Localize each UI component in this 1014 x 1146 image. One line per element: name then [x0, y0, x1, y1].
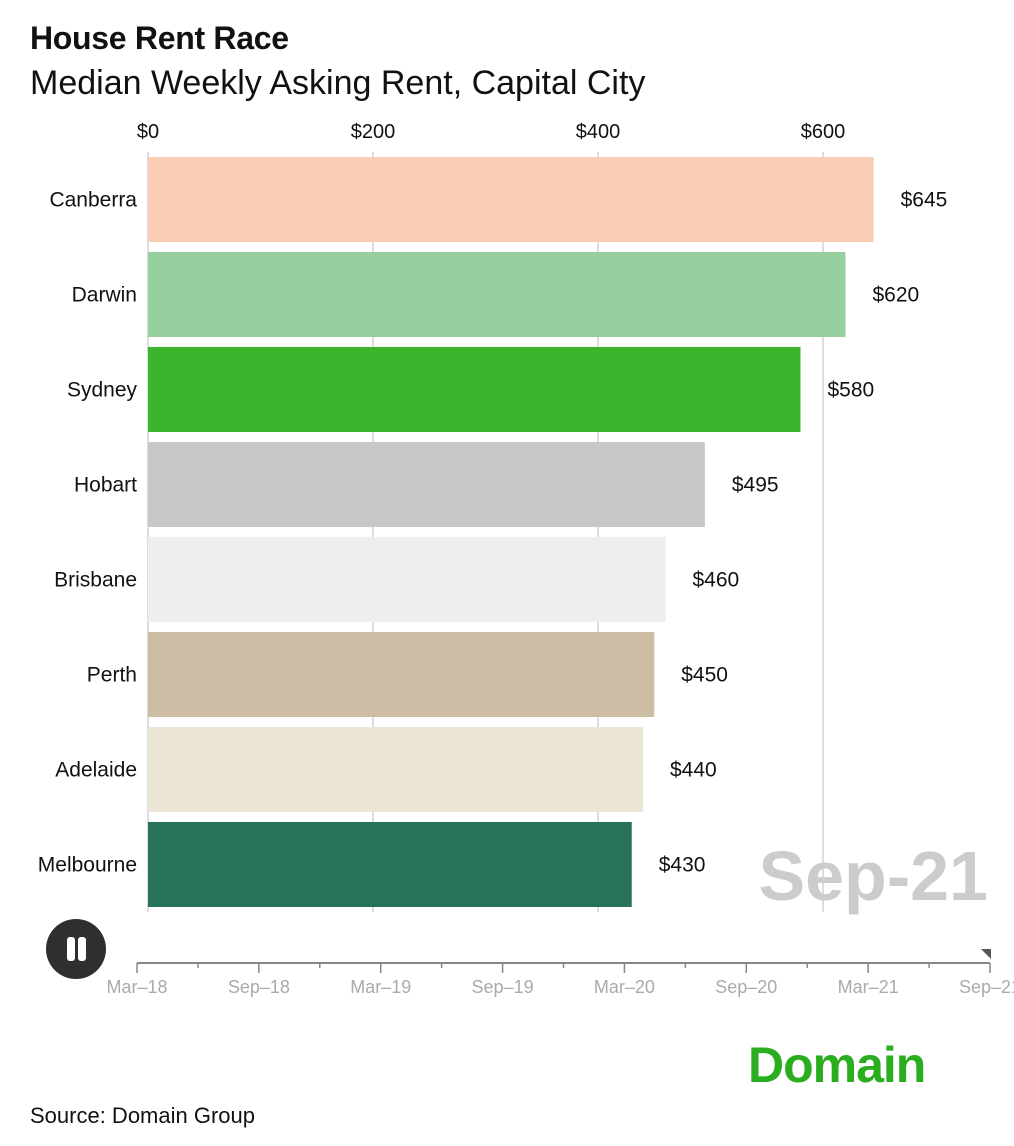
x-tick-label: $600 — [801, 121, 846, 143]
category-label: Brisbane — [54, 569, 137, 592]
pause-icon — [67, 937, 75, 961]
domain-logo: Domain — [748, 1037, 926, 1093]
category-label: Darwin — [72, 284, 137, 307]
value-label: $440 — [670, 759, 717, 782]
bar — [148, 157, 874, 242]
category-label: Sydney — [67, 379, 138, 402]
value-label: $450 — [681, 664, 728, 687]
bar — [148, 822, 632, 907]
value-label: $430 — [659, 854, 706, 877]
bar — [148, 442, 705, 527]
value-label: $495 — [732, 474, 779, 497]
chart-subtitle: Median Weekly Asking Rent, Capital City — [30, 64, 646, 102]
timeline-label: Mar–19 — [350, 977, 411, 997]
x-tick-label: $0 — [137, 121, 159, 143]
pause-button[interactable] — [46, 919, 106, 979]
timeline-label: Sep–18 — [228, 977, 290, 997]
x-tick-label: $200 — [351, 121, 396, 143]
timeline-label: Mar–21 — [838, 977, 899, 997]
bar — [148, 252, 846, 337]
bar — [148, 727, 643, 812]
category-label: Hobart — [74, 474, 137, 497]
timeline-label: Mar–20 — [594, 977, 655, 997]
pause-icon-bar — [78, 937, 86, 961]
x-tick-label: $400 — [576, 121, 621, 143]
period-label: Sep-21 — [758, 837, 988, 915]
category-label: Perth — [87, 664, 137, 687]
bar — [148, 347, 801, 432]
timeline-label: Sep–21 — [959, 977, 1014, 997]
bar-chart: $0 $200 $400 $600 Canberra $645 Darwin $620 Sydn… — [38, 121, 1014, 997]
bar — [148, 537, 666, 622]
value-label: $645 — [901, 189, 948, 212]
value-label: $580 — [828, 379, 875, 402]
category-label: Canberra — [49, 189, 137, 212]
timeline-label: Mar–18 — [106, 977, 167, 997]
category-label: Melbourne — [38, 854, 137, 877]
timeline-handle — [981, 949, 991, 959]
timeline-label: Sep–19 — [472, 977, 534, 997]
value-label: $460 — [693, 569, 740, 592]
bar — [148, 632, 655, 717]
timeline-label: Sep–20 — [715, 977, 777, 997]
source-note: Source: Domain Group — [30, 1103, 255, 1128]
chart-title: House Rent Race — [30, 20, 289, 56]
value-label: $620 — [873, 284, 920, 307]
category-label: Adelaide — [55, 759, 137, 782]
